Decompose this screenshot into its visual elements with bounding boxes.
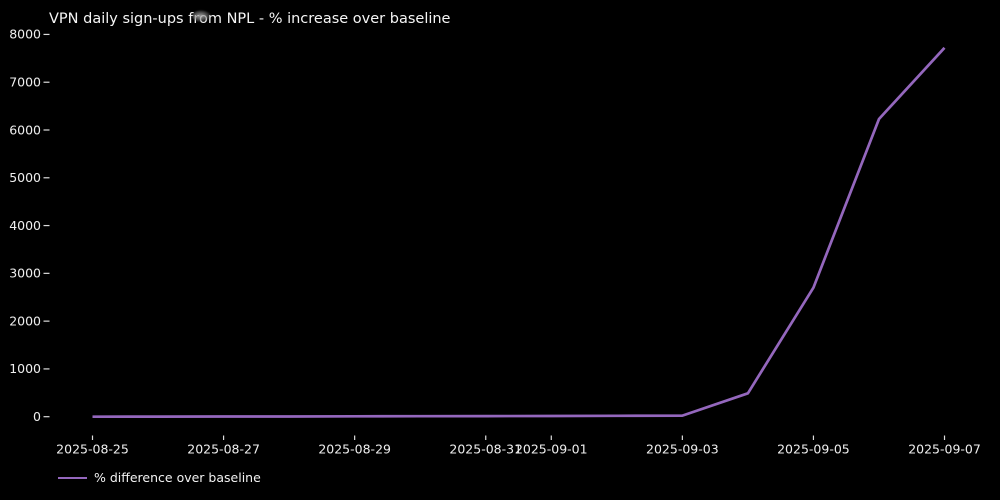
- y-axis-tick-label: 6000: [9, 122, 41, 137]
- x-axis-tick-label: 2025-09-03: [646, 441, 719, 456]
- y-axis-tick-label: 0: [33, 409, 41, 424]
- legend-line-swatch: [58, 476, 87, 479]
- y-axis-tick-label: 7000: [9, 75, 41, 90]
- y-axis-tick-label: 2000: [9, 313, 41, 328]
- x-axis-tick-label: 2025-08-31: [449, 441, 522, 456]
- y-axis-tick-label: 5000: [9, 170, 41, 185]
- legend: % difference over baseline: [58, 470, 261, 485]
- y-axis-tick-label: 4000: [9, 218, 41, 233]
- x-axis-tick-label: 2025-08-29: [318, 441, 391, 456]
- x-axis-tick-label: 2025-09-05: [777, 441, 850, 456]
- mouse-cursor-smudge: [192, 10, 211, 22]
- legend-label: % difference over baseline: [94, 470, 261, 485]
- x-axis-tick-label: 2025-08-27: [187, 441, 260, 456]
- y-axis-tick-label: 3000: [9, 266, 41, 281]
- x-axis-tick-label: 2025-09-07: [908, 441, 981, 456]
- y-axis-tick-label: 1000: [9, 361, 41, 376]
- data-line-% difference over baseline: [92, 46, 946, 419]
- y-axis-tick-label: 8000: [9, 27, 41, 42]
- x-axis-tick-label: 2025-08-25: [56, 441, 129, 456]
- x-axis-tick-label: 2025-09-01: [515, 441, 588, 456]
- chart-title: VPN daily sign-ups from NPL - % increase…: [49, 11, 451, 27]
